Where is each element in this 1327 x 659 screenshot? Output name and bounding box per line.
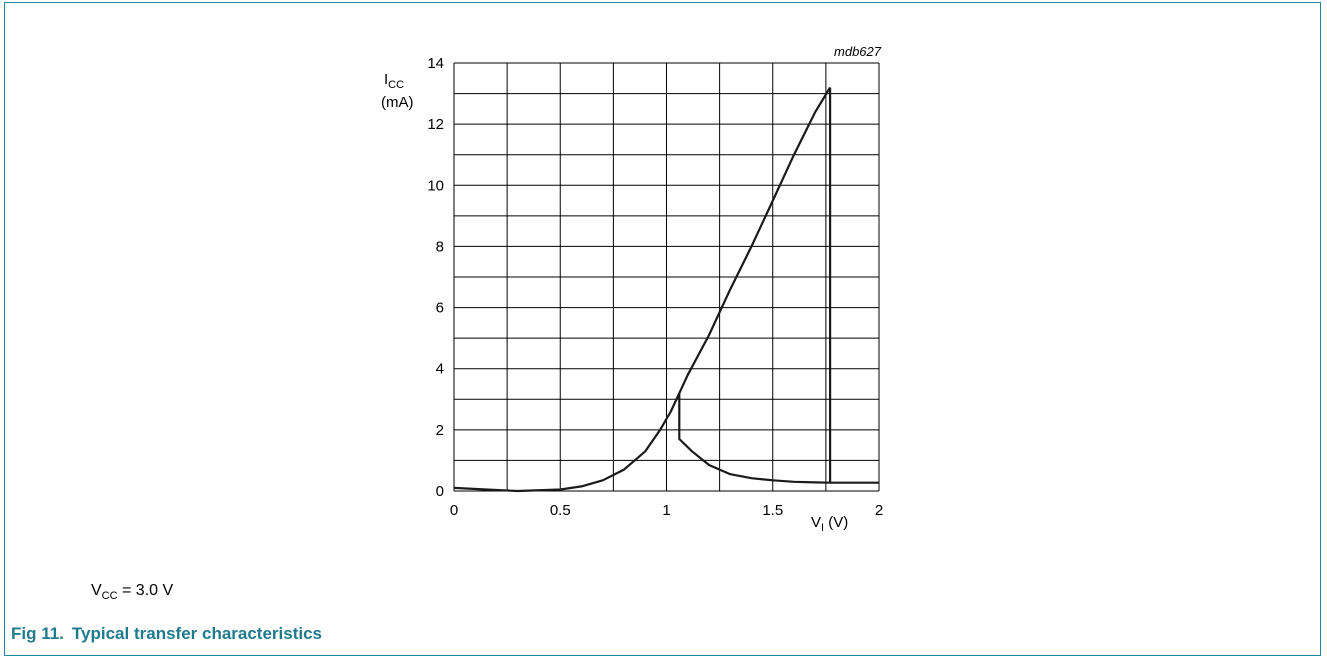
y-tick-label: 10	[427, 177, 444, 194]
x-tick-label: 2	[875, 502, 883, 519]
y-tick-label: 6	[436, 300, 444, 317]
y-tick-label: 8	[436, 238, 444, 255]
series-line-2	[678, 87, 832, 484]
y-axis-unit: (mA)	[381, 94, 414, 111]
chart-grid	[453, 62, 880, 492]
x-tick-label: 1.5	[762, 502, 783, 519]
y-tick-label: 2	[436, 422, 444, 439]
y-tick-label: 0	[436, 483, 444, 500]
y-tick-label: 12	[427, 116, 444, 133]
figure-frame	[4, 2, 1321, 656]
x-axis-label: VI (V)	[811, 514, 848, 534]
figure-code: mdb627	[834, 44, 882, 59]
y-tick-label: 14	[427, 55, 444, 72]
series-line-1	[453, 86, 832, 493]
caption-title: Typical transfer characteristics	[71, 624, 323, 643]
chart-series	[453, 86, 879, 493]
condition-label: VCC = 3.0 V	[91, 582, 174, 603]
caption-number: Fig 11.	[11, 624, 64, 643]
y-tick-label: 4	[436, 361, 444, 378]
chart-ticks: 0 0.5 1 1.5 2 0 2 4 6 8 10 12 14	[427, 55, 883, 519]
x-tick-label: 0	[450, 502, 458, 519]
y-axis-label: ICC	[384, 71, 404, 91]
x-tick-label: 0.5	[550, 502, 571, 519]
figure-caption: Fig 11. Typical transfer characteristics	[11, 624, 330, 644]
x-tick-label: 1	[662, 502, 670, 519]
